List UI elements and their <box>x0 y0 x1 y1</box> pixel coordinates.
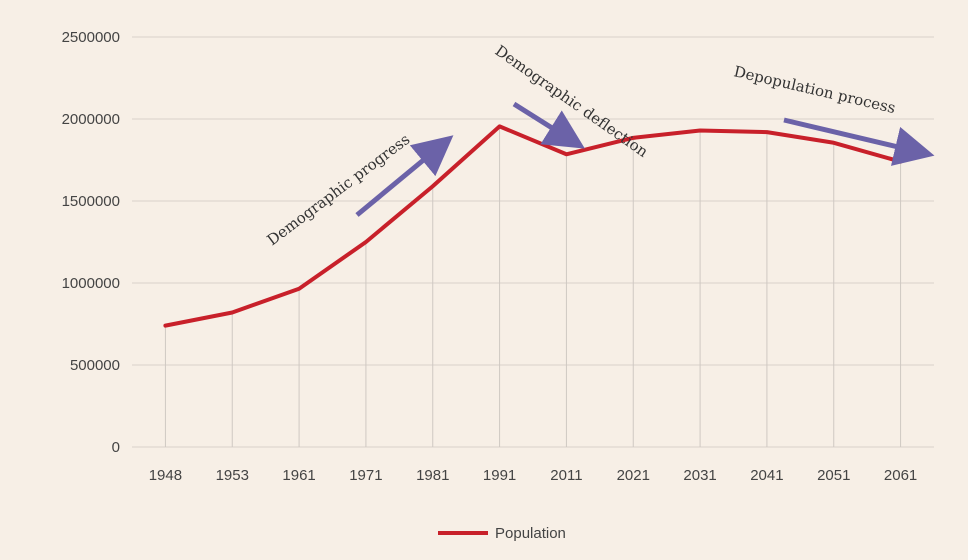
legend-label-population: Population <box>495 525 566 542</box>
y-tick-label: 2500000 <box>62 29 120 46</box>
y-tick-label: 1500000 <box>62 193 120 210</box>
annotation-arrow-progress <box>355 135 454 217</box>
series-line-population <box>163 124 903 328</box>
x-axis-ticks: 1948 1953 1961 1971 1981 1991 2011 2021 2031 2041… <box>149 467 918 484</box>
x-tick-label: 1991 <box>483 467 516 484</box>
annotation-arrow-deflection <box>512 101 585 149</box>
x-tick-label: 1953 <box>216 467 249 484</box>
annotation-arrow-depopulation <box>783 117 935 166</box>
x-tick-label: 1981 <box>416 467 449 484</box>
y-tick-label: 1000000 <box>62 275 120 292</box>
x-tick-label: 2051 <box>817 467 850 484</box>
y-tick-label: 0 <box>112 439 120 456</box>
x-tick-label: 2031 <box>683 467 716 484</box>
grid <box>132 36 934 448</box>
x-tick-label: 2061 <box>884 467 917 484</box>
x-tick-label: 1971 <box>349 467 382 484</box>
y-axis-ticks: 0 500000 1000000 1500000 2000000 2500000 <box>62 29 120 456</box>
x-tick-label: 1948 <box>149 467 182 484</box>
x-tick-label: 1961 <box>282 467 315 484</box>
x-tick-label: 2041 <box>750 467 783 484</box>
x-tick-label: 2011 <box>550 467 582 484</box>
y-tick-label: 500000 <box>70 357 120 374</box>
legend: Population <box>438 525 566 542</box>
x-tick-label: 2021 <box>617 467 650 484</box>
y-tick-label: 2000000 <box>62 111 120 128</box>
